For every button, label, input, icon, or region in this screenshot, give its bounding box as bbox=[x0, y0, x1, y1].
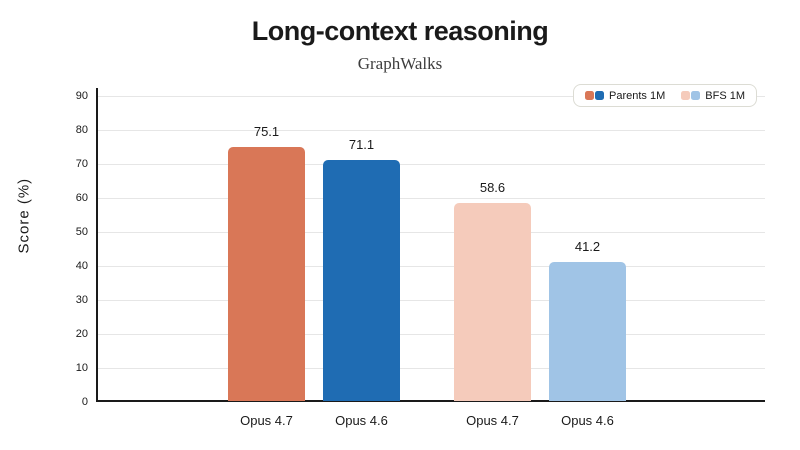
value-label-0: 75.1 bbox=[253, 123, 280, 139]
gridline-40 bbox=[98, 266, 765, 267]
y-tick-label-20: 20 bbox=[75, 327, 88, 340]
gridline-30 bbox=[98, 300, 765, 301]
bar-opus-4-6-3 bbox=[549, 261, 626, 401]
legend-entry-parents-1m: Parents 1M bbox=[585, 90, 665, 102]
legend-swatch-pair-icon bbox=[681, 91, 701, 100]
y-tick-label-10: 10 bbox=[75, 361, 88, 374]
legend-swatch-icon bbox=[585, 91, 595, 100]
gridline-50 bbox=[98, 232, 765, 233]
value-label-1: 71.1 bbox=[348, 137, 375, 153]
bar-opus-4-7-0 bbox=[228, 146, 305, 401]
legend-swatch-icon bbox=[681, 91, 691, 100]
x-tick-label-2: Opus 4.7 bbox=[466, 413, 519, 428]
legend-swatch-icon bbox=[691, 91, 701, 100]
plot-area bbox=[96, 88, 765, 402]
chart-title: Long-context reasoning bbox=[251, 16, 549, 46]
legend-entry-bfs-1m: BFS 1M bbox=[681, 90, 745, 102]
legend-label: Parents 1M bbox=[609, 89, 666, 102]
y-tick-label-30: 30 bbox=[75, 293, 88, 306]
x-tick-label-0: Opus 4.7 bbox=[240, 413, 293, 428]
legend: Parents 1M BFS 1M bbox=[573, 84, 757, 107]
x-tick-label-1: Opus 4.6 bbox=[335, 413, 388, 428]
gridline-70 bbox=[98, 164, 765, 165]
legend-label: BFS 1M bbox=[705, 89, 745, 102]
y-axis-title: Score (%) bbox=[15, 177, 33, 254]
value-label-3: 41.2 bbox=[574, 238, 601, 254]
legend-swatch-icon bbox=[595, 91, 605, 100]
y-tick-label-60: 60 bbox=[75, 191, 88, 204]
legend-swatch-pair-icon bbox=[585, 91, 605, 100]
y-tick-label-80: 80 bbox=[75, 123, 88, 136]
y-tick-label-90: 90 bbox=[75, 89, 88, 102]
y-tick-label-0: 0 bbox=[81, 395, 88, 408]
x-tick-label-3: Opus 4.6 bbox=[561, 413, 614, 428]
y-tick-label-40: 40 bbox=[75, 259, 88, 272]
chart-subtitle: GraphWalks bbox=[357, 54, 443, 73]
bar-opus-4-7-2 bbox=[454, 202, 531, 401]
gridline-90 bbox=[98, 96, 765, 97]
gridline-20 bbox=[98, 334, 765, 335]
gridline-80 bbox=[98, 130, 765, 131]
y-tick-label-50: 50 bbox=[75, 225, 88, 238]
gridline-60 bbox=[98, 198, 765, 199]
y-tick-label-70: 70 bbox=[75, 157, 88, 170]
gridline-10 bbox=[98, 368, 765, 369]
value-label-2: 58.6 bbox=[479, 179, 506, 195]
bar-opus-4-6-1 bbox=[323, 160, 400, 401]
